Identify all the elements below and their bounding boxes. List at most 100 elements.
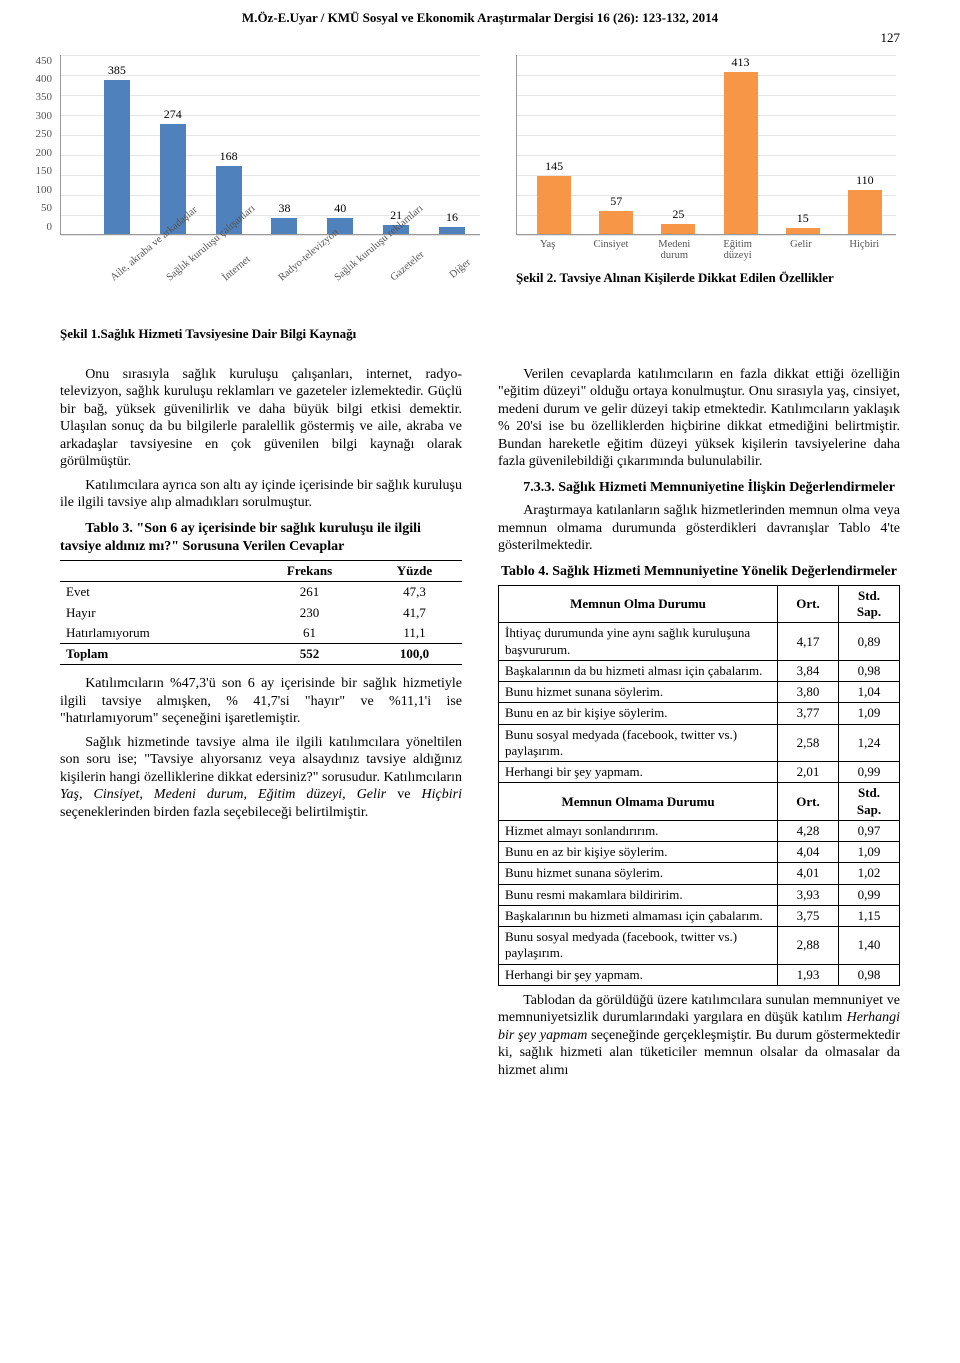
figures-row: 450400350300250200150100500 385274168384… — [60, 55, 900, 342]
chart-1-bar-value: 168 — [220, 149, 238, 164]
chart-1-ytick: 200 — [36, 147, 53, 161]
table-4-cell: 3,80 — [778, 682, 839, 703]
chart-1-bar-col: 40 — [327, 55, 353, 234]
chart-1-bar-value: 385 — [108, 63, 126, 78]
table-4-row: Bunu sosyal medyada (facebook, twitter v… — [499, 724, 900, 762]
table-3-cell: 261 — [252, 582, 367, 603]
table-3-cell: 61 — [252, 623, 367, 644]
chart-1-bar-value: 16 — [446, 210, 458, 225]
table-3-cell: Evet — [60, 582, 252, 603]
table-3-h2: Yüzde — [367, 561, 462, 582]
chart-2-plot: 145572541315110 — [516, 55, 896, 235]
page: M.Öz-E.Uyar / KMÜ Sosyal ve Ekonomik Ara… — [0, 0, 960, 1125]
table-4-row: Başkalarının da bu hizmeti alması için ç… — [499, 660, 900, 681]
table-4-row: Başkalarının bu hizmeti almaması için ça… — [499, 905, 900, 926]
table-3-total-row: Toplam552100,0 — [60, 644, 462, 665]
table-4-cell: Herhangi bir şey yapmam. — [499, 964, 778, 985]
chart-2-xlabel: Hiçbiri — [838, 239, 890, 262]
chart-2-bar-value: 15 — [797, 211, 809, 226]
chart-1-ytick: 450 — [36, 55, 53, 69]
chart-2-bars: 145572541315110 — [516, 55, 896, 235]
table-4-cell: 1,93 — [778, 964, 839, 985]
table-4-cell: 1,02 — [839, 863, 900, 884]
chart-1-bar-col: 274 — [160, 55, 186, 234]
chart-2-bar — [724, 72, 758, 234]
table-4-cell: 1,09 — [839, 703, 900, 724]
body-columns: Onu sırasıyla sağlık kuruluşu çalışanlar… — [60, 366, 900, 1086]
table-4-cell: Hizmet almayı sonlandırırım. — [499, 820, 778, 841]
chart-2-bar-value: 57 — [610, 194, 622, 209]
left-p4: Sağlık hizmetinde tavsiye alma ile ilgil… — [60, 734, 462, 822]
table-3-header-row: Frekans Yüzde — [60, 561, 462, 582]
chart-1-ytick: 0 — [47, 221, 53, 235]
chart-1-xaxis: Aile, akraba ve arkadaşlarSağlık kuruluş… — [88, 239, 480, 268]
table-4-cell: 1,15 — [839, 905, 900, 926]
left-column: Onu sırasıyla sağlık kuruluşu çalışanlar… — [60, 366, 462, 1086]
right-p2: Araştırmaya katılanların sağlık hizmetle… — [498, 502, 900, 555]
gridline — [61, 235, 480, 236]
table-4-header-row: Memnun Olmama DurumuOrt.Std. Sap. — [499, 783, 900, 821]
table-4-cell: 3,93 — [778, 884, 839, 905]
table-4-row: Herhangi bir şey yapmam.2,010,99 — [499, 762, 900, 783]
chart-2-bar-col: 145 — [537, 55, 571, 234]
section-heading-733: 7.3.3. Sağlık Hizmeti Memnuniyetine İliş… — [498, 479, 900, 497]
chart-1-bar-col: 38 — [271, 55, 297, 234]
table-3-h0 — [60, 561, 252, 582]
chart-1-bar-col: 21 — [383, 55, 409, 234]
chart-2-bar-col: 413 — [724, 55, 758, 234]
chart-2-bar — [661, 224, 695, 234]
table-3: Frekans Yüzde Evet26147,3Hayır23041,7Hat… — [60, 560, 462, 665]
table-4-cell: Bunu sosyal medyada (facebook, twitter v… — [499, 927, 778, 965]
page-number: 127 — [60, 30, 900, 46]
chart-2-bar-value: 25 — [672, 207, 684, 222]
chart-1-xlabel: Sağlık kuruluşu çalışanları — [165, 257, 194, 283]
table-3-cell: 11,1 — [367, 623, 462, 644]
chart-1-xlabel: Radyo-televizyon — [277, 257, 306, 283]
left-p1: Onu sırasıyla sağlık kuruluşu çalışanlar… — [60, 366, 462, 471]
table-4-cell: Bunu resmi makamlara bildiririm. — [499, 884, 778, 905]
table-4-row: Herhangi bir şey yapmam.1,930,98 — [499, 964, 900, 985]
figure-1-caption: Şekil 1.Sağlık Hizmeti Tavsiyesine Dair … — [60, 326, 480, 342]
left-p2: Katılımcılara ayrıca son altı ay içinde … — [60, 477, 462, 512]
table-3-cell: 41,7 — [367, 603, 462, 623]
table-4-cell: 4,17 — [778, 623, 839, 661]
table-4-cell: 0,99 — [839, 762, 900, 783]
table-4-cell: 1,40 — [839, 927, 900, 965]
chart-1-ytick: 300 — [36, 110, 53, 124]
table-4-row: Bunu sosyal medyada (facebook, twitter v… — [499, 927, 900, 965]
chart-2-xlabel: Cinsiyet — [585, 239, 637, 262]
table-3-cell: Hatırlamıyorum — [60, 623, 252, 644]
chart-2-bar — [537, 176, 571, 234]
chart-1-ytick: 250 — [36, 128, 53, 142]
table-4-cell: 1,24 — [839, 724, 900, 762]
chart-1-bar-col: 385 — [104, 55, 130, 234]
table-4-cell: Bunu en az bir kişiye söylerim. — [499, 703, 778, 724]
chart-1-bar — [104, 80, 130, 234]
table-3-cell: 47,3 — [367, 582, 462, 603]
table-4-cell: 1,04 — [839, 682, 900, 703]
table-4-cell: 4,04 — [778, 842, 839, 863]
chart-1-bar-value: 274 — [164, 107, 182, 122]
left-p3: Katılımcıların %47,3'ü son 6 ay içerisin… — [60, 675, 462, 728]
chart-1-xlabel: Sağlık kuruluşu reklamları — [333, 257, 362, 283]
right-p3: Tablodan da görüldüğü üzere katılımcılar… — [498, 992, 900, 1080]
table-4-cell: 4,01 — [778, 863, 839, 884]
chart-2-bar — [848, 190, 882, 234]
table-4-title: Tablo 4. Sağlık Hizmeti Memnuniyetine Yö… — [498, 563, 900, 581]
table-4-header-cell: Memnun Olmama Durumu — [499, 783, 778, 821]
table-4-cell: 3,77 — [778, 703, 839, 724]
figure-1: 450400350300250200150100500 385274168384… — [60, 55, 480, 342]
chart-2-bar — [599, 211, 633, 234]
table-3-cell: 100,0 — [367, 644, 462, 665]
running-head: M.Öz-E.Uyar / KMÜ Sosyal ve Ekonomik Ara… — [60, 10, 900, 26]
table-4-row: Bunu resmi makamlara bildiririm.3,930,99 — [499, 884, 900, 905]
chart-1-bar-value: 38 — [278, 201, 290, 216]
chart-1-xlabel: Aile, akraba ve arkadaşlar — [109, 257, 138, 283]
chart-1-bar-col: 168 — [216, 55, 242, 234]
right-column: Verilen cevaplarda katılımcıların en faz… — [498, 366, 900, 1086]
table-3-h1: Frekans — [252, 561, 367, 582]
chart-1-ytick: 350 — [36, 91, 53, 105]
table-4-header-cell: Std. Sap. — [839, 585, 900, 623]
chart-1-bar-value: 40 — [334, 201, 346, 216]
table-4-cell: 3,84 — [778, 660, 839, 681]
